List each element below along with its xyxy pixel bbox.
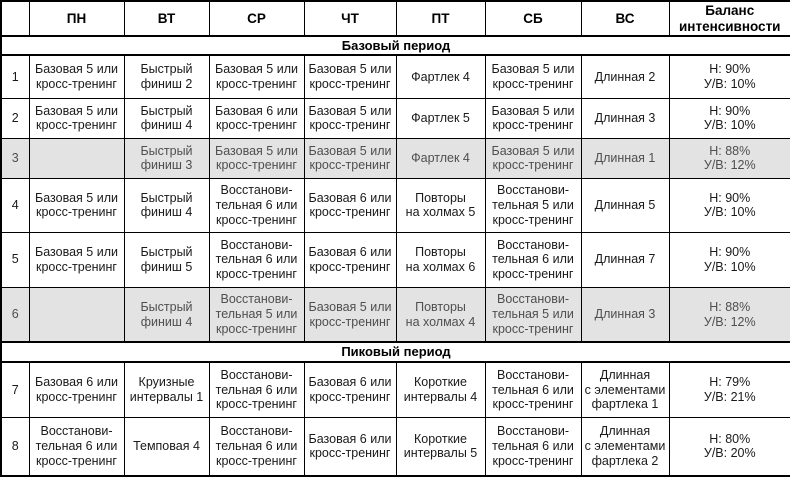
- cell-thursday: Базовая 6 или кросс-тренинг: [303, 231, 397, 288]
- cell-friday: Повторы на холмах 4: [395, 286, 486, 343]
- cell-thursday: Базовая 5 или кросс-тренинг: [303, 97, 397, 139]
- table-row: 5 Базовая 5 или кросс-тренинг Быстрый фи…: [0, 231, 790, 288]
- cell-wednesday: Восстанови- тельная 6 или кросс-тренинг: [208, 361, 305, 419]
- section-title: Базовый период: [0, 35, 790, 57]
- table-row: 1 Базовая 5 или кросс-тренинг Быстрый фи…: [0, 54, 790, 99]
- row-number: 4: [0, 177, 30, 233]
- cell-wednesday: Восстанови- тельная 6 или кросс-тренинг: [208, 231, 305, 288]
- row-number: 6: [0, 286, 30, 343]
- table-row-shaded: 6 Быстрый финиш 4 Восстанови- тельная 5 …: [0, 286, 790, 343]
- cell-monday: Восстанови- тельная 6 или кросс-тренинг: [28, 417, 125, 477]
- table-row: 7 Базовая 6 или кросс-тренинг Круизные и…: [0, 361, 790, 419]
- cell-friday: Фартлек 4: [395, 137, 486, 179]
- cell-sunday: Длинная 5: [580, 177, 670, 233]
- cell-tuesday: Круизные интервалы 1: [123, 361, 210, 419]
- cell-sunday: Длинная с элементами фартлека 1: [580, 361, 670, 419]
- col-header-saturday: СБ: [484, 0, 582, 37]
- cell-saturday: Восстанови- тельная 5 или кросс-тренинг: [484, 286, 582, 343]
- cell-thursday: Базовая 6 или кросс-тренинг: [303, 417, 397, 477]
- cell-saturday: Базовая 5 или кросс-тренинг: [484, 97, 582, 139]
- cell-thursday: Базовая 6 или кросс-тренинг: [303, 361, 397, 419]
- cell-monday: [28, 286, 125, 343]
- col-header-wednesday: СР: [208, 0, 305, 37]
- cell-friday: Повторы на холмах 6: [395, 231, 486, 288]
- col-header-tuesday: ВТ: [123, 0, 210, 37]
- cell-tuesday: Быстрый финиш 4: [123, 177, 210, 233]
- cell-friday: Короткие интервалы 4: [395, 361, 486, 419]
- cell-friday: Короткие интервалы 5: [395, 417, 486, 477]
- cell-sunday: Длинная 3: [580, 286, 670, 343]
- section-row-base-period: Базовый период: [0, 35, 790, 57]
- cell-thursday: Базовая 5 или кросс-тренинг: [303, 54, 397, 99]
- cell-thursday: Базовая 5 или кросс-тренинг: [303, 286, 397, 343]
- cell-intensity-balance: Н: 90% У/В: 10%: [668, 177, 790, 233]
- row-number: 8: [0, 417, 30, 477]
- cell-monday: Базовая 5 или кросс-тренинг: [28, 97, 125, 139]
- row-number: 7: [0, 361, 30, 419]
- section-row-peak-period: Пиковый период: [0, 341, 790, 363]
- cell-saturday: Восстанови- тельная 6 или кросс-тренинг: [484, 361, 582, 419]
- cell-monday: Базовая 5 или кросс-тренинг: [28, 231, 125, 288]
- table-row-shaded: 3 Быстрый финиш 3 Базовая 5 или кросс-тр…: [0, 137, 790, 179]
- cell-sunday: Длинная 7: [580, 231, 670, 288]
- cell-tuesday: Быстрый финиш 4: [123, 97, 210, 139]
- cell-monday: Базовая 6 или кросс-тренинг: [28, 361, 125, 419]
- row-number: 3: [0, 137, 30, 179]
- cell-saturday: Восстанови- тельная 5 или кросс-тренинг: [484, 177, 582, 233]
- cell-wednesday: Восстанови- тельная 5 или кросс-тренинг: [208, 286, 305, 343]
- row-number: 5: [0, 231, 30, 288]
- cell-monday: Базовая 5 или кросс-тренинг: [28, 54, 125, 99]
- cell-thursday: Базовая 6 или кросс-тренинг: [303, 177, 397, 233]
- cell-sunday: Длинная 2: [580, 54, 670, 99]
- cell-wednesday: Восстанови- тельная 6 или кросс-тренинг: [208, 177, 305, 233]
- cell-thursday: Базовая 5 или кросс-тренинг: [303, 137, 397, 179]
- table-row: 2 Базовая 5 или кросс-тренинг Быстрый фи…: [0, 97, 790, 139]
- row-number: 2: [0, 97, 30, 139]
- col-header-thursday: ЧТ: [303, 0, 397, 37]
- cell-friday: Фартлек 5: [395, 97, 486, 139]
- cell-friday: Повторы на холмах 5: [395, 177, 486, 233]
- cell-saturday: Базовая 5 или кросс-тренинг: [484, 137, 582, 179]
- cell-saturday: Базовая 5 или кросс-тренинг: [484, 54, 582, 99]
- cell-intensity-balance: Н: 88% У/В: 12%: [668, 286, 790, 343]
- col-header-friday: ПТ: [395, 0, 486, 37]
- table-row: 4 Базовая 5 или кросс-тренинг Быстрый фи…: [0, 177, 790, 233]
- cell-tuesday: Быстрый финиш 4: [123, 286, 210, 343]
- row-number: 1: [0, 54, 30, 99]
- cell-friday: Фартлек 4: [395, 54, 486, 99]
- cell-sunday: Длинная 1: [580, 137, 670, 179]
- cell-wednesday: Базовая 5 или кросс-тренинг: [208, 54, 305, 99]
- cell-tuesday: Быстрый финиш 5: [123, 231, 210, 288]
- table-header-row: ПН ВТ СР ЧТ ПТ СБ ВС Баланс интенсивност…: [0, 0, 790, 37]
- cell-wednesday: Восстанови- тельная 6 или кросс-тренинг: [208, 417, 305, 477]
- cell-intensity-balance: Н: 88% У/В: 12%: [668, 137, 790, 179]
- cell-wednesday: Базовая 6 или кросс-тренинг: [208, 97, 305, 139]
- cell-saturday: Восстанови- тельная 6 или кросс-тренинг: [484, 417, 582, 477]
- cell-monday: [28, 137, 125, 179]
- cell-tuesday: Темповая 4: [123, 417, 210, 477]
- cell-intensity-balance: Н: 80% У/В: 20%: [668, 417, 790, 477]
- col-header-monday: ПН: [28, 0, 125, 37]
- cell-intensity-balance: Н: 90% У/В: 10%: [668, 231, 790, 288]
- section-title: Пиковый период: [0, 341, 790, 363]
- cell-intensity-balance: Н: 90% У/В: 10%: [668, 54, 790, 99]
- cell-intensity-balance: Н: 90% У/В: 10%: [668, 97, 790, 139]
- cell-intensity-balance: Н: 79% У/В: 21%: [668, 361, 790, 419]
- cell-sunday: Длинная с элементами фартлека 2: [580, 417, 670, 477]
- cell-tuesday: Быстрый финиш 3: [123, 137, 210, 179]
- col-header-corner: [0, 0, 30, 37]
- cell-tuesday: Быстрый финиш 2: [123, 54, 210, 99]
- cell-monday: Базовая 5 или кросс-тренинг: [28, 177, 125, 233]
- table-row: 8 Восстанови- тельная 6 или кросс-тренин…: [0, 417, 790, 477]
- cell-sunday: Длинная 3: [580, 97, 670, 139]
- col-header-intensity-balance: Баланс интенсивности: [668, 0, 790, 37]
- cell-saturday: Восстанови- тельная 6 или кросс-тренинг: [484, 231, 582, 288]
- cell-wednesday: Базовая 5 или кросс-тренинг: [208, 137, 305, 179]
- col-header-sunday: ВС: [580, 0, 670, 37]
